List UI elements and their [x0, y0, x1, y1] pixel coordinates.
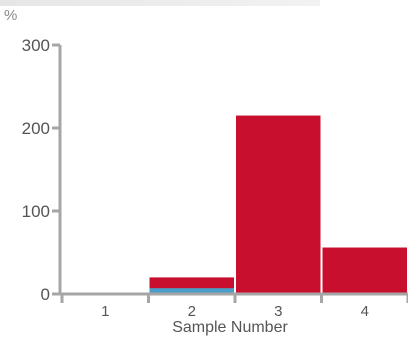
bars-group	[149, 115, 407, 294]
top-title-strip	[0, 0, 320, 6]
axes-group: 0 100 200 300 1 2 3 4	[22, 36, 408, 320]
y-unit-label: %	[4, 7, 17, 24]
x-tick-label-2: 2	[188, 303, 196, 320]
y-tick-label-100: 100	[22, 202, 50, 221]
x-tick-label-3: 3	[274, 303, 282, 320]
bar-series2-cat-2	[149, 288, 234, 294]
x-tick-label-4: 4	[361, 303, 369, 320]
x-tick-label-1: 1	[101, 303, 109, 320]
bar-series1-cat-4	[322, 247, 407, 294]
y-tick-label-300: 300	[22, 36, 50, 55]
y-tick-label-0: 0	[41, 285, 50, 304]
y-tick-label-200: 200	[22, 119, 50, 138]
x-axis-title: Sample Number	[172, 319, 288, 336]
bar-series1-cat-3	[236, 115, 321, 294]
